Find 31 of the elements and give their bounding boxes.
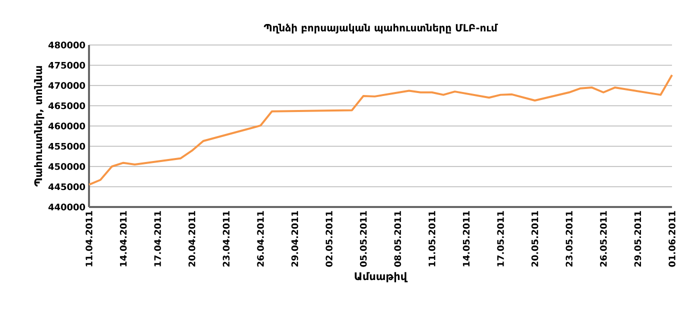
y-tick-label: 470000: [48, 82, 86, 89]
y-tick-label: 480000: [48, 42, 86, 48]
x-tick-label: 20.04.2011: [188, 211, 196, 267]
x-tick-label: 29.04.2011: [291, 211, 298, 267]
x-tick-label: 05.05.2011: [360, 211, 367, 267]
x-tick-label: 17.04.2011: [154, 211, 161, 266]
y-tick-label: 465000: [48, 102, 86, 110]
x-tick-label: 08.05.2011: [394, 211, 402, 267]
y-tick-label: 450000: [48, 163, 86, 170]
x-tick-label: 29.05.2011: [634, 211, 642, 267]
x-tick-label: 11.05.2011: [428, 211, 436, 266]
x-tick-label: 20.05.2011: [531, 211, 538, 267]
y-tick-label: 445000: [48, 183, 86, 190]
x-tick-label: 02.05.2011: [326, 211, 332, 267]
line-series: [88, 74, 674, 186]
x-tick-label: 26.05.2011: [600, 211, 607, 267]
x-tick-label: 01.06.2011: [668, 211, 676, 267]
x-axis-title: Ամսաթիվ: [354, 272, 408, 282]
y-tick-label: 460000: [48, 122, 86, 130]
y-tick-label: 475000: [48, 62, 86, 69]
x-tick-label: 14.05.2011: [462, 211, 470, 266]
x-tick-label: 26.04.2011: [257, 211, 264, 267]
x-tick-label: 23.05.2011: [566, 211, 573, 267]
y-tick-label: 455000: [48, 142, 86, 150]
y-tick-label: 440000: [48, 204, 86, 210]
x-tick-label: 17.05.2011: [497, 211, 504, 266]
x-tick-label: 11.04.2011: [86, 211, 92, 266]
x-tick-label: 23.04.2011: [222, 211, 230, 267]
chart-title: Պղնձի բորսայական պահուստները ՄԼԲ-ում: [264, 24, 498, 34]
y-axis-title: Պահուստներ, տոննա: [34, 66, 44, 186]
x-tick-label: 14.04.2011: [120, 211, 127, 266]
